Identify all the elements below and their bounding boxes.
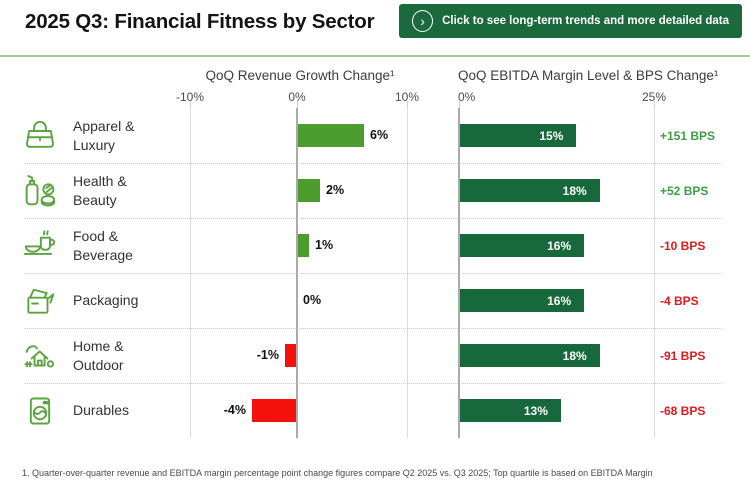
bps-change-label: -68 BPS xyxy=(660,403,706,418)
ebitda-margin-bar: 16% xyxy=(460,289,585,312)
ebitda-margin-bar: 13% xyxy=(460,399,561,422)
footnote: 1. Quarter-over-quarter revenue and EBIT… xyxy=(22,468,653,478)
sector-label: Food & Beverage xyxy=(73,228,133,263)
page-title: 2025 Q3: Financial Fitness by Sector xyxy=(25,10,375,33)
sector-label: Health & Beauty xyxy=(73,173,127,208)
bps-change-label: +151 BPS xyxy=(660,128,716,143)
axis-tick-label: 0% xyxy=(458,90,476,104)
axis-tick-label: 0% xyxy=(288,90,306,104)
handbag-icon xyxy=(18,108,62,163)
axis-tick xyxy=(297,101,298,108)
ebitda-margin-value: 18% xyxy=(562,348,587,363)
revenue-growth-bar xyxy=(285,344,296,367)
sector-label: Durables xyxy=(73,402,130,419)
ebitda-margin-bar: 16% xyxy=(460,234,585,257)
chevron-right-circle-icon: › xyxy=(412,10,434,32)
details-button[interactable]: › Click to see long-term trends and more… xyxy=(399,4,742,38)
sector-row: Home & Outdoor -1% 18% -91 BPS xyxy=(0,328,750,383)
axis-tick xyxy=(190,101,191,108)
axis-tick-label: 25% xyxy=(641,90,667,104)
axis-tick-label: -10% xyxy=(175,90,204,104)
sector-label: Home & Outdoor xyxy=(73,338,124,373)
ebitda-margin-value: 13% xyxy=(523,403,548,418)
revenue-growth-value: 0% xyxy=(303,293,322,307)
ebitda-chart-title: QoQ EBITDA Margin Level & BPS Change¹ xyxy=(458,68,719,83)
ebitda-margin-value: 15% xyxy=(539,128,564,143)
revenue-growth-bar xyxy=(298,179,320,202)
ebitda-margin-bar: 18% xyxy=(460,179,600,202)
package-box-icon xyxy=(18,273,62,328)
ebitda-margin-value: 18% xyxy=(562,183,587,198)
revenue-chart-title: QoQ Revenue Growth Change¹ xyxy=(205,68,395,83)
house-tree-icon xyxy=(18,328,62,383)
revenue-growth-bar xyxy=(298,234,309,257)
sector-row: Food & Beverage 1% 16% -10 BPS xyxy=(0,218,750,273)
sector-label: Apparel & Luxury xyxy=(73,118,135,153)
revenue-growth-bar xyxy=(252,399,296,422)
revenue-growth-value: 6% xyxy=(370,128,389,142)
bps-change-label: +52 BPS xyxy=(660,183,709,198)
axis-tick-label: 10% xyxy=(394,90,420,104)
bps-change-label: -10 BPS xyxy=(660,238,706,253)
cosmetics-icon xyxy=(18,163,62,218)
revenue-growth-value: 2% xyxy=(326,183,345,197)
sector-row: Durables -4% 13% -68 BPS xyxy=(0,383,750,438)
revenue-growth-bar xyxy=(298,124,364,147)
bps-change-label: -91 BPS xyxy=(660,348,706,363)
revenue-growth-value: -4% xyxy=(223,403,246,417)
axis-tick xyxy=(459,101,460,108)
sector-row: Packaging 0% 16% -4 BPS xyxy=(0,273,750,328)
sector-row: Health & Beauty 2% 18% +52 BPS xyxy=(0,163,750,218)
sector-label: Packaging xyxy=(73,292,139,309)
ebitda-margin-value: 16% xyxy=(547,293,572,308)
sector-row: Apparel & Luxury 6% 15% +151 BPS xyxy=(0,108,750,163)
revenue-growth-value: -1% xyxy=(256,348,279,362)
axis-tick xyxy=(407,101,408,108)
ebitda-margin-bar: 18% xyxy=(460,344,600,367)
bps-change-label: -4 BPS xyxy=(660,293,699,308)
revenue-growth-value: 1% xyxy=(315,238,334,252)
washing-machine-icon xyxy=(18,383,62,438)
ebitda-margin-value: 16% xyxy=(547,238,572,253)
header-divider xyxy=(0,55,750,57)
ebitda-margin-bar: 15% xyxy=(460,124,577,147)
axis-tick xyxy=(654,101,655,108)
food-beverage-icon xyxy=(18,218,62,273)
details-button-label: Click to see long-term trends and more d… xyxy=(442,15,729,27)
